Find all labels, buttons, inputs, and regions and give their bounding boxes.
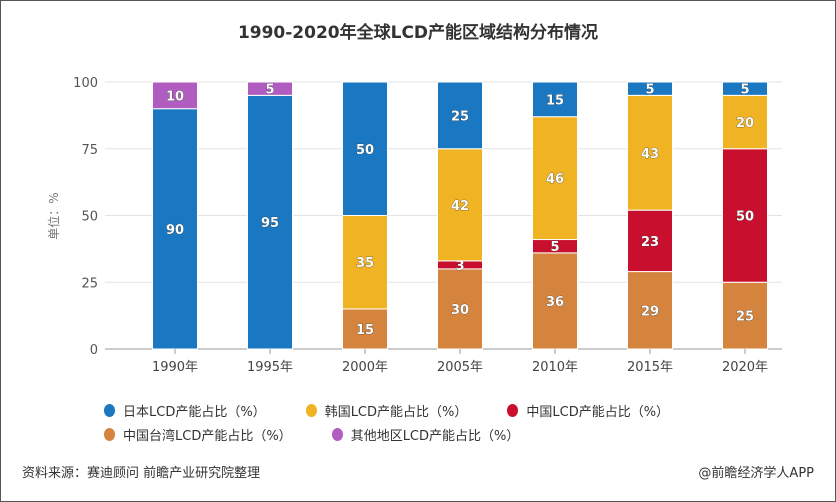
data-label: 35 — [356, 256, 374, 271]
data-label: 95 — [261, 216, 279, 231]
bar-segment — [627, 271, 673, 350]
y-tick-label: 50 — [81, 210, 98, 225]
bar-segment — [722, 148, 768, 283]
legend: 日本LCD产能占比（%） 韩国LCD产能占比（%） 中国LCD产能占比（%） 中国台湾… — [104, 398, 709, 446]
credit-note: @前瞻经济学人APP — [698, 466, 814, 481]
legend-swatch — [507, 403, 519, 417]
x-tick-label: 2005年 — [437, 360, 483, 375]
legend-item: 中国LCD产能占比（%） — [507, 401, 669, 420]
source-note: 资料来源：赛迪顾问 前瞻产业研究院整理 — [22, 466, 261, 481]
legend-swatch — [331, 427, 343, 441]
bar-segment — [152, 108, 198, 350]
legend-label: 韩国LCD产能占比（%） — [324, 404, 468, 420]
y-tick-label: 0 — [90, 343, 98, 358]
bar-segment — [437, 81, 483, 150]
data-label: 30 — [451, 303, 469, 318]
bar-segment — [437, 268, 483, 350]
legend-swatch — [305, 403, 317, 417]
legend-item: 其他地区LCD产能占比（%） — [331, 425, 520, 444]
legend-swatch — [104, 403, 115, 417]
y-tick-label: 75 — [81, 143, 98, 158]
y-tick-label: 100 — [73, 76, 98, 91]
x-tick-label: 2010年 — [532, 360, 578, 375]
legend-swatch — [104, 427, 115, 441]
x-tick-label: 2015年 — [627, 360, 673, 375]
data-label: 36 — [546, 295, 564, 310]
data-label: 15 — [356, 323, 374, 338]
bar-segment — [627, 209, 673, 273]
bar-segment — [152, 81, 198, 110]
bar-segment — [722, 281, 768, 350]
bar-segment — [722, 81, 768, 96]
bar-segment — [627, 81, 673, 96]
bar-segment — [532, 116, 578, 241]
bar-segment — [342, 215, 388, 310]
x-tick-label: 2000年 — [342, 360, 388, 375]
data-label: 46 — [546, 172, 564, 187]
legend-label: 其他地区LCD产能占比（%） — [350, 428, 520, 444]
x-tick-label: 1990年 — [152, 360, 198, 375]
data-label: 15 — [546, 93, 564, 108]
data-label: 20 — [736, 116, 754, 131]
x-tick-label: 2020年 — [722, 360, 768, 375]
data-label: 10 — [166, 89, 184, 104]
legend-label: 中国台湾LCD产能占比（%） — [123, 428, 292, 444]
data-label: 50 — [736, 210, 754, 225]
bar-segment — [247, 81, 293, 96]
bar-segment — [342, 81, 388, 216]
data-label: 25 — [451, 109, 469, 124]
data-label: 23 — [641, 235, 659, 250]
data-label: 43 — [641, 147, 659, 162]
data-label: 50 — [356, 143, 374, 158]
data-label: 3 — [455, 259, 464, 274]
bar-segment — [532, 81, 578, 118]
data-label: 5 — [645, 83, 654, 98]
legend-item: 韩国LCD产能占比（%） — [305, 401, 468, 420]
legend-item: 日本LCD产能占比（%） — [104, 401, 266, 420]
data-label: 5 — [265, 83, 274, 98]
data-label: 29 — [641, 304, 659, 319]
y-tick-label: 25 — [81, 276, 98, 291]
y-axis-label: 单位：% — [46, 192, 61, 239]
chart-title: 1990-2020年全球LCD产能区域结构分布情况 — [237, 23, 599, 43]
legend-label: 中国LCD产能占比（%） — [526, 404, 670, 420]
data-label: 90 — [166, 223, 184, 238]
data-label: 5 — [550, 240, 559, 255]
x-tick-label: 1995年 — [247, 360, 293, 375]
data-label: 42 — [451, 199, 469, 214]
bar-segment — [627, 94, 673, 211]
legend-label: 日本LCD产能占比（%） — [123, 404, 266, 420]
data-label: 5 — [740, 83, 749, 98]
data-label: 25 — [736, 310, 754, 325]
legend-item: 中国台湾LCD产能占比（%） — [104, 425, 292, 444]
